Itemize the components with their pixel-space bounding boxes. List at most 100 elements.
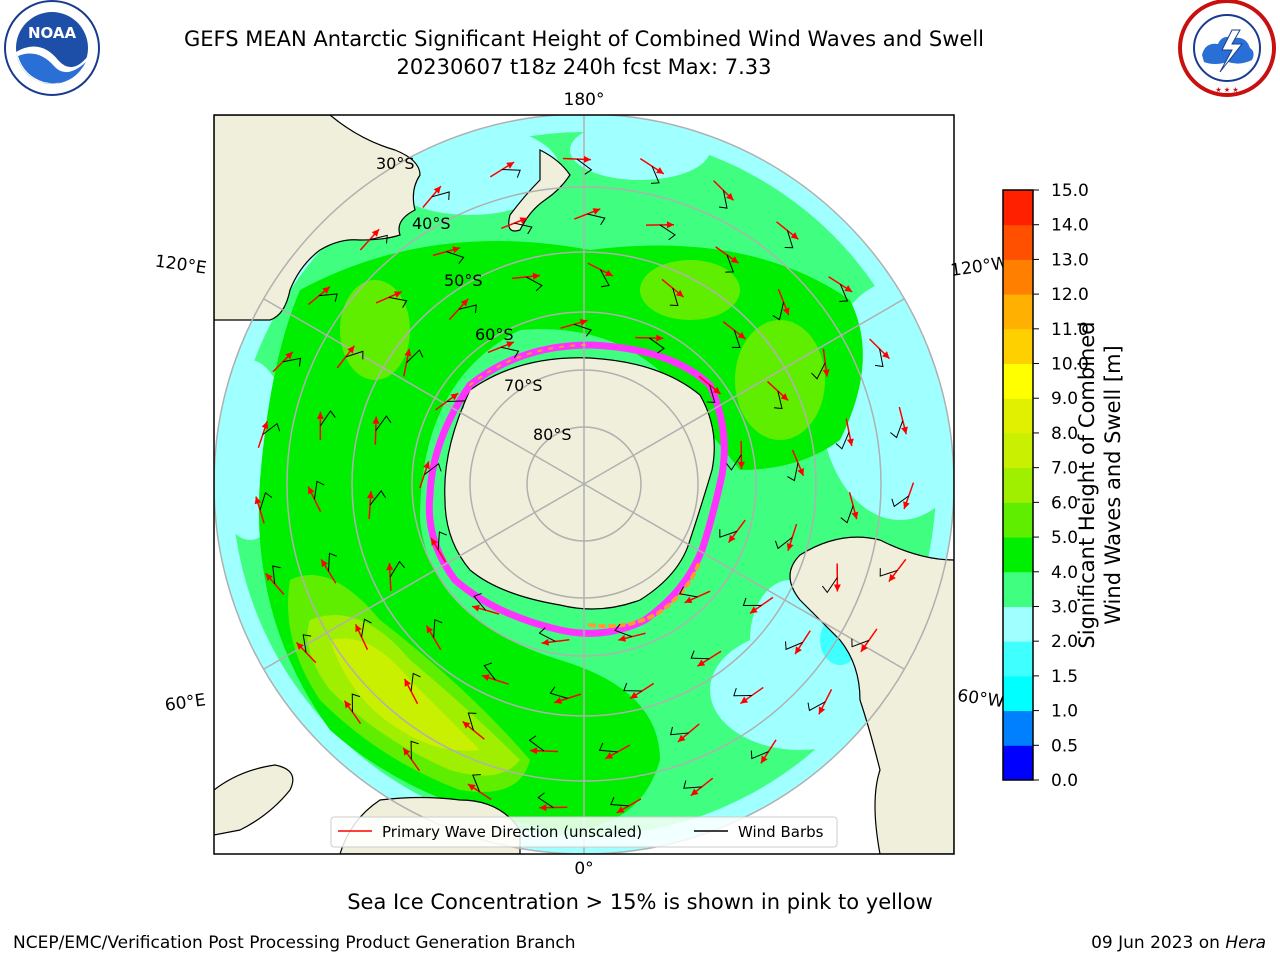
- wind-barb: [678, 586, 698, 598]
- wind-barb: [573, 323, 592, 337]
- wind-barb: [851, 638, 870, 648]
- wind-barb: [742, 597, 762, 607]
- wind-barb: [773, 390, 783, 410]
- wind-barb: [514, 222, 533, 235]
- wind-barb: [587, 213, 606, 226]
- colorbar-tick-label: 3.0: [1051, 597, 1078, 617]
- colorbar-segment: [1003, 328, 1033, 365]
- noaa-logo-text: NOAA: [28, 24, 77, 42]
- colorbar-label-line2: Wind Waves and Swell [m]: [1101, 345, 1125, 625]
- wind-barb: [659, 224, 676, 241]
- wave-direction-arrowhead: [367, 491, 374, 499]
- wind-barb: [774, 536, 793, 550]
- wave-direction-arrowhead: [690, 788, 699, 796]
- map-area: 30°S 40°S 50°S 60°S 70°S 80°S Primary Wa…: [214, 115, 954, 854]
- colorbar-tick-label: 1.5: [1051, 667, 1078, 687]
- colorbar-segment: [1003, 432, 1033, 469]
- colorbar-segment: [1003, 467, 1033, 503]
- wave-direction-arrowhead: [730, 256, 739, 264]
- wave-direction-arrowhead: [254, 496, 262, 505]
- wave-direction-arrowhead: [529, 747, 538, 755]
- wind-barb: [375, 415, 392, 431]
- colorbar-tick-label: 12.0: [1051, 285, 1089, 305]
- wave-direction-arrowhead: [675, 289, 684, 298]
- colorbar-tick-label: 13.0: [1051, 250, 1089, 270]
- wave-direction-arrowhead: [684, 596, 693, 603]
- wind-barb: [458, 304, 477, 314]
- wind-barb: [835, 432, 850, 450]
- wind-barb: [669, 288, 679, 306]
- wind-barb: [446, 251, 465, 265]
- wind-barb: [784, 230, 794, 249]
- wave-direction-arrowhead: [583, 155, 591, 163]
- lon-label-180: 180°: [564, 90, 605, 110]
- colorbar-segment: [1003, 224, 1033, 260]
- wave-direction-arrowhead: [797, 468, 804, 476]
- wave-direction-arrowhead: [760, 755, 768, 764]
- wind-barb: [437, 531, 447, 551]
- wave-direction-arrowhead: [554, 697, 562, 704]
- colorbar-segment: [1003, 398, 1033, 434]
- wave-direction-arrowhead: [749, 606, 758, 614]
- wind-barb: [345, 350, 364, 360]
- wind-barb: [369, 490, 386, 506]
- wave-direction-arrowhead: [462, 721, 471, 729]
- wind-barb: [262, 422, 281, 435]
- wind-barb: [891, 495, 910, 508]
- wind-barb: [282, 357, 302, 367]
- colorbar-tick-label: 15.0: [1051, 181, 1089, 201]
- wave-direction-arrowhead: [740, 696, 749, 704]
- lat-label-80s: 80°S: [533, 425, 572, 444]
- wave-direction-arrowhead: [296, 642, 304, 650]
- colorbar-tick-label: 11.0: [1051, 320, 1089, 340]
- lat-label-50s: 50°S: [444, 271, 483, 290]
- wave-direction-arrowhead: [818, 706, 826, 715]
- colorbar-segment: [1003, 571, 1033, 607]
- wave-direction-arrowhead: [426, 625, 434, 634]
- wave-direction-arrowhead: [666, 221, 674, 229]
- colorbar-segment: [1003, 537, 1033, 573]
- wind-barb: [525, 276, 543, 292]
- wind-barb: [423, 462, 442, 476]
- wind-barb: [473, 592, 486, 611]
- wind-barb: [410, 740, 419, 760]
- wave-direction-arrowhead: [404, 678, 411, 687]
- colorbar-segment: [1003, 259, 1033, 295]
- wave-direction-arrowhead: [285, 351, 293, 360]
- wind-barb: [433, 618, 443, 638]
- colorbar-tick-label: 14.0: [1051, 216, 1089, 236]
- wave-direction-arrowhead: [901, 426, 908, 435]
- wind-barb: [690, 650, 710, 660]
- wind-barb: [483, 662, 496, 681]
- wind-barb: [811, 362, 826, 380]
- chart-subtitle: 20230607 t18z 240h fcst Max: 7.33: [396, 55, 772, 79]
- lat-label-60s: 60°S: [475, 325, 514, 344]
- wave-direction-arrowhead: [460, 298, 469, 307]
- wave-direction-arrowhead: [539, 804, 547, 812]
- wind-barb: [787, 462, 799, 482]
- wave-direction-arrowhead: [506, 341, 514, 348]
- wind-barb: [472, 774, 481, 792]
- wave-direction-arrowhead: [860, 644, 868, 652]
- colorbar-tick-label: 8.0: [1051, 424, 1078, 444]
- footer-date-text: 09 Jun 2023 on: [1091, 933, 1226, 953]
- wind-barb: [726, 454, 742, 471]
- wave-direction-arrowhead: [728, 534, 736, 543]
- colorbar-segment: [1003, 745, 1033, 781]
- wind-barb: [576, 158, 593, 175]
- wind-barb: [623, 682, 642, 692]
- wave-direction-arrowhead: [592, 208, 601, 215]
- wind-barb: [840, 505, 854, 524]
- colorbar-border: [1002, 189, 1034, 781]
- lat-label-70s: 70°S: [504, 376, 543, 395]
- wave-direction-arrowhead: [888, 573, 896, 582]
- wind-barb: [649, 337, 665, 354]
- wave-direction-arrowhead: [790, 232, 799, 240]
- colorbar-tick-label: 9.0: [1051, 389, 1078, 409]
- wind-barb: [614, 623, 633, 638]
- wind-barb: [467, 712, 477, 731]
- colorbar-segment: [1003, 294, 1033, 330]
- wave-direction-arrowhead: [882, 351, 890, 359]
- wave-direction-arrowhead: [423, 461, 430, 470]
- colorbar-tick-label: 0.0: [1051, 771, 1078, 791]
